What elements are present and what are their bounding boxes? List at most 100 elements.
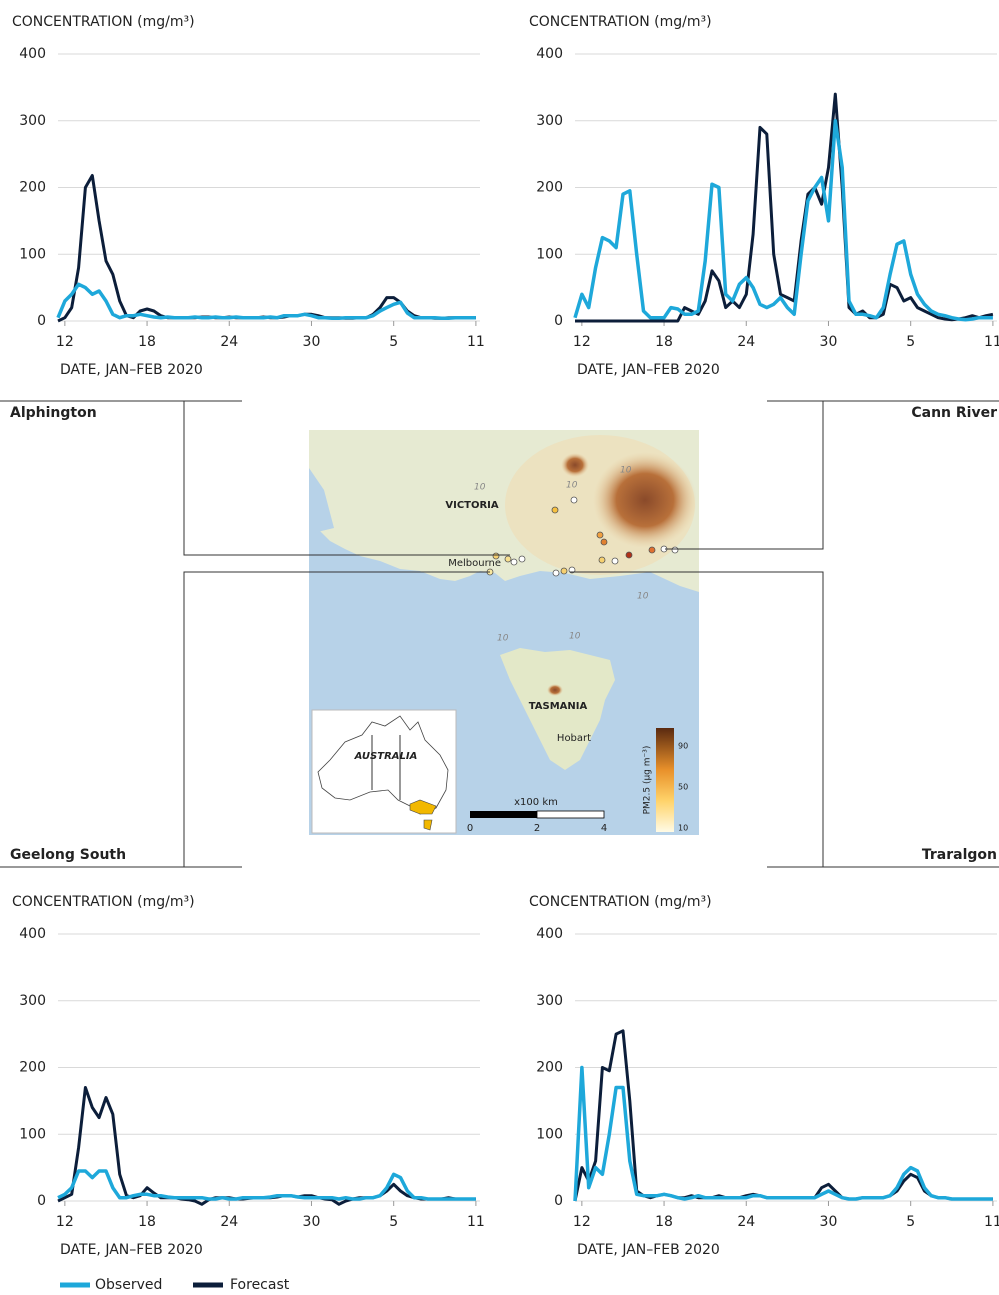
x-axis-label: DATE, JAN–FEB 2020: [577, 1242, 720, 1258]
coast-bay: [309, 468, 334, 534]
smoke: [593, 452, 697, 548]
x-tick-label: 11: [984, 334, 999, 350]
scale-bar: [536, 810, 605, 819]
station-label: Alphington: [10, 405, 97, 421]
plot: [56, 174, 476, 323]
y-tick-label: 100: [19, 1126, 46, 1142]
x-tick-label: 5: [906, 1214, 915, 1230]
y-tick-label: 200: [19, 1060, 46, 1076]
y-axis-label: CONCENTRATION (mg/m³): [529, 14, 712, 30]
smoke: [561, 453, 589, 477]
x-tick-label: 5: [389, 334, 398, 350]
city-label: Hobart: [557, 733, 591, 744]
x-tick-label: 11: [467, 334, 485, 350]
x-tick-label: 5: [389, 1214, 398, 1230]
x-tick-label: 5: [906, 334, 915, 350]
contour-label: 10: [566, 481, 578, 491]
x-tick-label: 12: [56, 1214, 74, 1230]
y-tick-label: 100: [536, 1126, 563, 1142]
x-tick-label: 18: [138, 1214, 156, 1230]
series-line: [57, 174, 476, 323]
inset-label: AUSTRALIA: [354, 751, 418, 762]
y-tick-label: 400: [536, 46, 563, 62]
scale-tick-label: 4: [601, 823, 607, 834]
y-tick-label: 200: [19, 180, 46, 196]
series-line: [57, 1086, 476, 1206]
scale-tick-label: 0: [467, 823, 473, 834]
y-tick-label: 300: [536, 993, 563, 1009]
y-tick-label: 300: [19, 113, 46, 129]
x-tick-label: 30: [820, 334, 838, 350]
y-tick-label: 400: [19, 46, 46, 62]
x-axis-label: DATE, JAN–FEB 2020: [577, 362, 720, 378]
plot: [573, 92, 994, 323]
station-label: Traralgon: [922, 847, 997, 863]
x-tick-label: 18: [655, 1214, 673, 1230]
y-tick-label: 0: [37, 313, 46, 329]
tasmania: [500, 648, 615, 770]
series-line: [573, 119, 993, 322]
contour-label: 10: [637, 592, 649, 602]
scale-label: x100 km: [514, 797, 558, 808]
series-line: [573, 1029, 993, 1202]
colorbar-tick-label: 90: [678, 742, 688, 751]
x-tick-label: 11: [984, 1214, 999, 1230]
y-tick-label: 200: [536, 180, 563, 196]
station-label: Geelong South: [10, 847, 126, 863]
x-tick-label: 12: [573, 334, 591, 350]
colorbar-tick-label: 50: [678, 783, 688, 792]
x-tick-label: 18: [655, 334, 673, 350]
x-tick-label: 24: [737, 1214, 755, 1230]
y-tick-label: 0: [554, 313, 563, 329]
x-tick-label: 24: [220, 334, 238, 350]
y-tick-label: 100: [536, 246, 563, 262]
station-label: Cann River: [911, 405, 997, 421]
y-axis-label: CONCENTRATION (mg/m³): [12, 14, 195, 30]
map: VICTORIA TASMANIA Melbourne Hobart 10 10…: [309, 430, 699, 835]
y-axis-label: CONCENTRATION (mg/m³): [529, 894, 712, 910]
y-tick-label: 400: [19, 926, 46, 942]
x-tick-label: 18: [138, 334, 156, 350]
city-label: Melbourne: [448, 558, 501, 569]
contour-label: 10: [569, 632, 581, 642]
legend-label: Forecast: [230, 1277, 290, 1293]
x-tick-label: 30: [303, 1214, 321, 1230]
y-tick-label: 0: [37, 1193, 46, 1209]
scale-tick-label: 2: [534, 823, 540, 834]
x-axis-label: DATE, JAN–FEB 2020: [60, 362, 203, 378]
legend: Observed Forecast: [60, 1277, 290, 1293]
y-tick-label: 300: [19, 993, 46, 1009]
series-line: [573, 1065, 993, 1202]
series-line: [56, 282, 476, 321]
contour-label: 10: [497, 634, 509, 644]
x-tick-label: 11: [467, 1214, 485, 1230]
x-tick-label: 12: [573, 1214, 591, 1230]
colorbar-tick-label: 10: [678, 824, 688, 833]
scale-bar: [470, 811, 537, 818]
y-tick-label: 300: [536, 113, 563, 129]
region-label: TASMANIA: [529, 701, 588, 712]
colorbar-label: PM2.5 (µg m⁻³): [643, 746, 653, 815]
x-tick-label: 30: [303, 334, 321, 350]
x-tick-label: 24: [737, 334, 755, 350]
connectors: [0, 400, 999, 868]
plot: [57, 1086, 476, 1206]
contour-label: 10: [474, 483, 486, 493]
contour-label: 10: [620, 466, 632, 476]
region-label: VICTORIA: [445, 500, 499, 511]
series-line: [575, 92, 994, 323]
y-tick-label: 200: [536, 1060, 563, 1076]
plot: [573, 1029, 993, 1202]
y-tick-label: 400: [536, 926, 563, 942]
colorbar: [656, 728, 674, 832]
x-axis-label: DATE, JAN–FEB 2020: [60, 1242, 203, 1258]
x-tick-label: 24: [220, 1214, 238, 1230]
inset-region: [409, 799, 437, 815]
inset-region: [423, 819, 433, 831]
smoke: [547, 684, 563, 696]
y-tick-label: 0: [554, 1193, 563, 1209]
x-tick-label: 12: [56, 334, 74, 350]
y-axis-label: CONCENTRATION (mg/m³): [12, 894, 195, 910]
australia: [317, 715, 449, 815]
